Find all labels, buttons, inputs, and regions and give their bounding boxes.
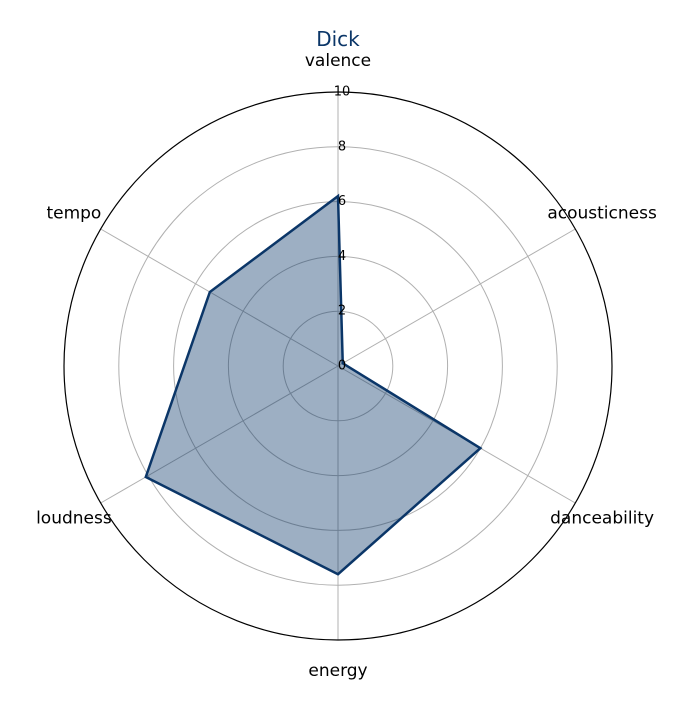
radial-tick-label-6: 6 xyxy=(338,194,346,209)
radar-grid xyxy=(63,91,613,641)
radar-grid-ring-2 xyxy=(282,310,394,422)
chart-title: Dick xyxy=(316,27,360,51)
radar-spoke-tempo xyxy=(100,228,339,367)
radar-axis-labels: valence acousticness danceability energy lou… xyxy=(36,51,657,681)
axis-label-tempo: tempo xyxy=(46,204,101,224)
series-fill-area xyxy=(145,196,481,575)
radar-radial-ticks: 0 2 4 6 8 10 xyxy=(334,85,351,374)
radar-spoke-loudness xyxy=(100,365,339,504)
axis-label-energy: energy xyxy=(308,661,367,681)
radar-grid-ring-8 xyxy=(118,146,558,586)
radial-tick-label-0: 0 xyxy=(338,359,346,374)
series-outline xyxy=(144,193,483,576)
radial-tick-label-2: 2 xyxy=(338,304,346,319)
radar-grid-ring-4 xyxy=(227,255,449,477)
radial-tick-label-8: 8 xyxy=(338,139,346,154)
axis-label-valence: valence xyxy=(305,51,371,71)
axis-label-acousticness: acousticness xyxy=(547,204,657,224)
radar-spoke-acousticness xyxy=(337,228,576,367)
radial-tick-label-10: 10 xyxy=(334,85,351,100)
axis-label-danceability: danceability xyxy=(550,509,654,529)
radar-outer-ring xyxy=(63,91,613,641)
axis-label-loudness: loudness xyxy=(36,509,112,529)
radar-data-layer xyxy=(144,193,483,576)
radial-tick-label-4: 4 xyxy=(338,249,346,264)
